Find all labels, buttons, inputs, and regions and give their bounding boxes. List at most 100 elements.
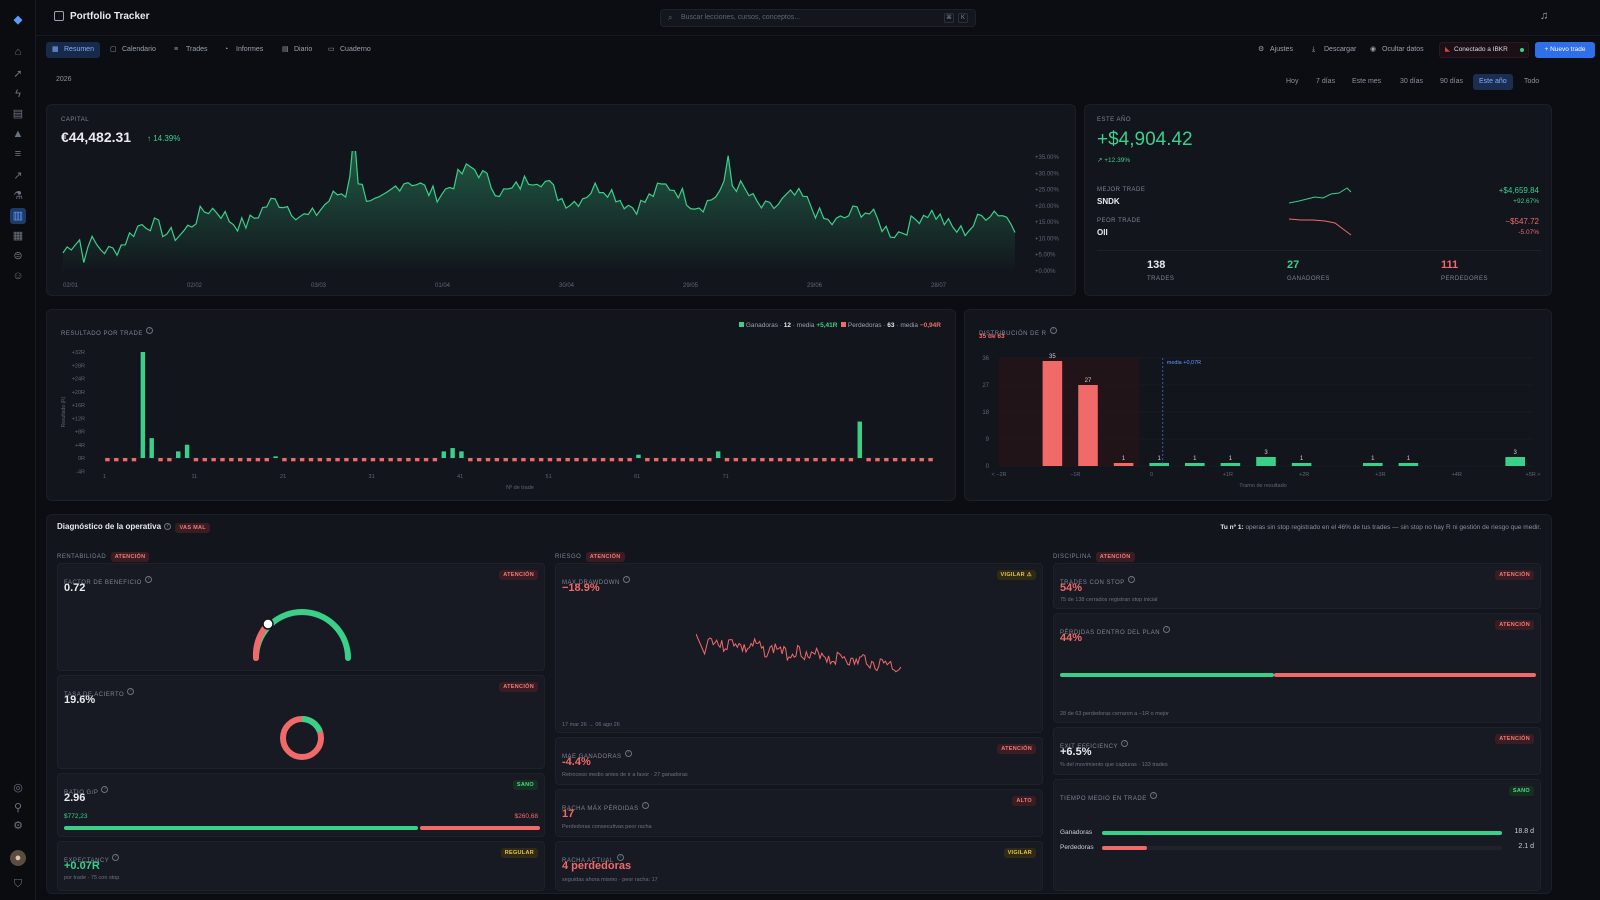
- help-icon[interactable]: ?: [145, 327, 153, 335]
- discord-icon[interactable]: ☺: [12, 270, 24, 282]
- period-1[interactable]: 7 días: [1316, 78, 1336, 85]
- coin-icon[interactable]: ⊜: [13, 250, 23, 262]
- shield-icon[interactable]: ⛉: [13, 878, 23, 890]
- help-icon[interactable]: ?: [1121, 740, 1129, 748]
- ratio-card: RATIO G/P? 2.96 SANO $772,23 $260,68: [57, 773, 545, 837]
- x-tick-label: 30/04: [559, 283, 575, 289]
- x-tick-label: 11: [192, 474, 198, 480]
- win-legend-label: Ganadoras: [745, 322, 778, 329]
- avatar[interactable]: ●: [10, 850, 26, 866]
- period-3[interactable]: 30 días: [1400, 78, 1423, 85]
- loss-bar: [777, 458, 783, 462]
- new-trade-button[interactable]: + Nuevo trade: [1535, 42, 1595, 58]
- settings-button[interactable]: ⚙ Ajustes: [1258, 42, 1293, 58]
- topbar: Portfolio Tracker ⌕ Buscar lecciones, cu…: [36, 0, 1600, 36]
- status-dot: [1520, 48, 1524, 52]
- tab-diario[interactable]: ▤ Diario: [276, 42, 318, 58]
- pin-icon[interactable]: ⚲: [13, 802, 23, 814]
- period-5[interactable]: Este año: [1473, 74, 1513, 90]
- graduation-icon[interactable]: ▲: [12, 128, 24, 140]
- tab-cuaderno[interactable]: ▭ Cuaderno: [322, 42, 377, 58]
- book-icon[interactable]: ▤: [12, 108, 24, 120]
- loss-bar: [760, 458, 765, 462]
- loss-bar: [556, 458, 562, 462]
- help-icon[interactable]: ?: [616, 854, 624, 862]
- globe-icon[interactable]: ◎: [13, 782, 23, 794]
- loss-bar: [476, 458, 482, 462]
- x-tick-label: 02/01: [63, 283, 79, 289]
- stops-card: TRADES CON STOP? 54% ATENCIÓN 75 de 138 …: [1053, 563, 1541, 609]
- loss-avg: −0,94R: [919, 322, 941, 329]
- help-icon[interactable]: ?: [127, 688, 135, 696]
- win-rate-donut: [280, 716, 324, 760]
- dd-badge: VIGILAR ⚠: [996, 570, 1036, 580]
- period-4[interactable]: 90 días: [1440, 78, 1463, 85]
- layers-icon[interactable]: ≡: [14, 148, 22, 160]
- hide-data-button[interactable]: ◉ Ocultar datos: [1370, 42, 1424, 58]
- bar-value-label: 1: [1193, 456, 1197, 462]
- help-icon[interactable]: ?: [164, 523, 172, 531]
- logo-icon[interactable]: ◆: [13, 14, 23, 26]
- help-icon[interactable]: ?: [1049, 327, 1057, 335]
- bar-chart-icon[interactable]: ▥: [10, 208, 26, 224]
- help-icon[interactable]: ?: [144, 576, 152, 584]
- bell-icon[interactable]: ♫: [1540, 10, 1549, 22]
- pl-badge: ATENCIÓN: [1495, 620, 1534, 630]
- st-sub: 75 de 138 cerrados registran stop inicia…: [1060, 597, 1158, 603]
- flask-icon[interactable]: ⚗: [13, 190, 23, 202]
- journal-icon: ▤: [282, 46, 289, 53]
- tab-calendario[interactable]: ▢ Calendario: [104, 42, 162, 58]
- tt-win-label: Ganadoras: [1060, 829, 1093, 836]
- home-icon[interactable]: ⌂: [14, 46, 22, 58]
- exp-sub: por trade · 75 con stop: [64, 875, 120, 881]
- bar-value-label: 3: [1264, 450, 1268, 456]
- y-tick-label: +0.00%: [1035, 269, 1056, 275]
- loss-bar: [246, 458, 252, 462]
- tab-label: Cuaderno: [340, 46, 371, 53]
- search-input[interactable]: ⌕ Buscar lecciones, cursos, conceptos...…: [660, 9, 976, 27]
- panel-toggle-icon[interactable]: [54, 11, 64, 21]
- mae-sub: Retroceso medio antes de ir a favor · 27…: [562, 772, 688, 778]
- help-icon[interactable]: ?: [101, 786, 109, 794]
- help-icon[interactable]: ?: [622, 576, 630, 584]
- y-tick-label: +4R: [75, 443, 85, 449]
- bolt-icon[interactable]: ϟ: [15, 88, 21, 100]
- loss-bar: [317, 458, 323, 462]
- help-icon[interactable]: ?: [1163, 626, 1171, 634]
- loss-bar: [919, 458, 924, 462]
- period-2[interactable]: Este mes: [1352, 78, 1382, 85]
- document-icon[interactable]: ▦: [12, 230, 24, 242]
- loss-bar: [282, 458, 287, 462]
- tab-trades[interactable]: ≡ Trades: [168, 42, 214, 58]
- trades-label: TRADES: [1147, 276, 1175, 282]
- wr-badge: ATENCIÓN: [499, 682, 538, 692]
- per-trade-title: RESULTADO POR TRADE?: [61, 322, 153, 340]
- period-6[interactable]: Todo: [1524, 78, 1540, 85]
- period-0[interactable]: Hoy: [1286, 78, 1299, 85]
- wr-value: 19.6%: [64, 694, 96, 706]
- tab-informes[interactable]: ◔ Informes: [218, 42, 269, 58]
- st-badge: ATENCIÓN: [1495, 570, 1534, 580]
- rocket-icon[interactable]: ➚: [13, 68, 23, 80]
- tab-resumen[interactable]: ▦ Resumen: [46, 42, 100, 58]
- help-icon[interactable]: ?: [641, 802, 649, 810]
- download-button[interactable]: ⤓ Descargar: [1312, 42, 1356, 58]
- loss-bar: [618, 458, 623, 462]
- ibkr-status[interactable]: ◣ Conectado a IBKR: [1439, 42, 1529, 58]
- worst-trade-label: PEOR TRADE: [1097, 218, 1141, 224]
- trending-icon[interactable]: ↗: [13, 170, 23, 182]
- help-icon[interactable]: ?: [1127, 576, 1135, 584]
- settings-icon[interactable]: ⚙: [13, 820, 23, 832]
- help-icon[interactable]: ?: [624, 750, 632, 758]
- help-icon[interactable]: ?: [1149, 792, 1157, 800]
- app-title: Portfolio Tracker: [70, 11, 150, 22]
- sn-sub: seguidas ahora mismo · peor racha: 17: [562, 877, 658, 883]
- capital-value: €44,482.31: [61, 129, 132, 145]
- notebook-icon: ▭: [328, 46, 335, 53]
- loss-bar: [105, 458, 110, 462]
- sm-sub: Perdedoras consecutivas peor racha: [562, 824, 652, 830]
- loss-bar: [866, 458, 871, 462]
- help-icon[interactable]: ?: [112, 854, 120, 862]
- pl-bar-win: [1060, 673, 1274, 677]
- win-bar: [1149, 463, 1169, 466]
